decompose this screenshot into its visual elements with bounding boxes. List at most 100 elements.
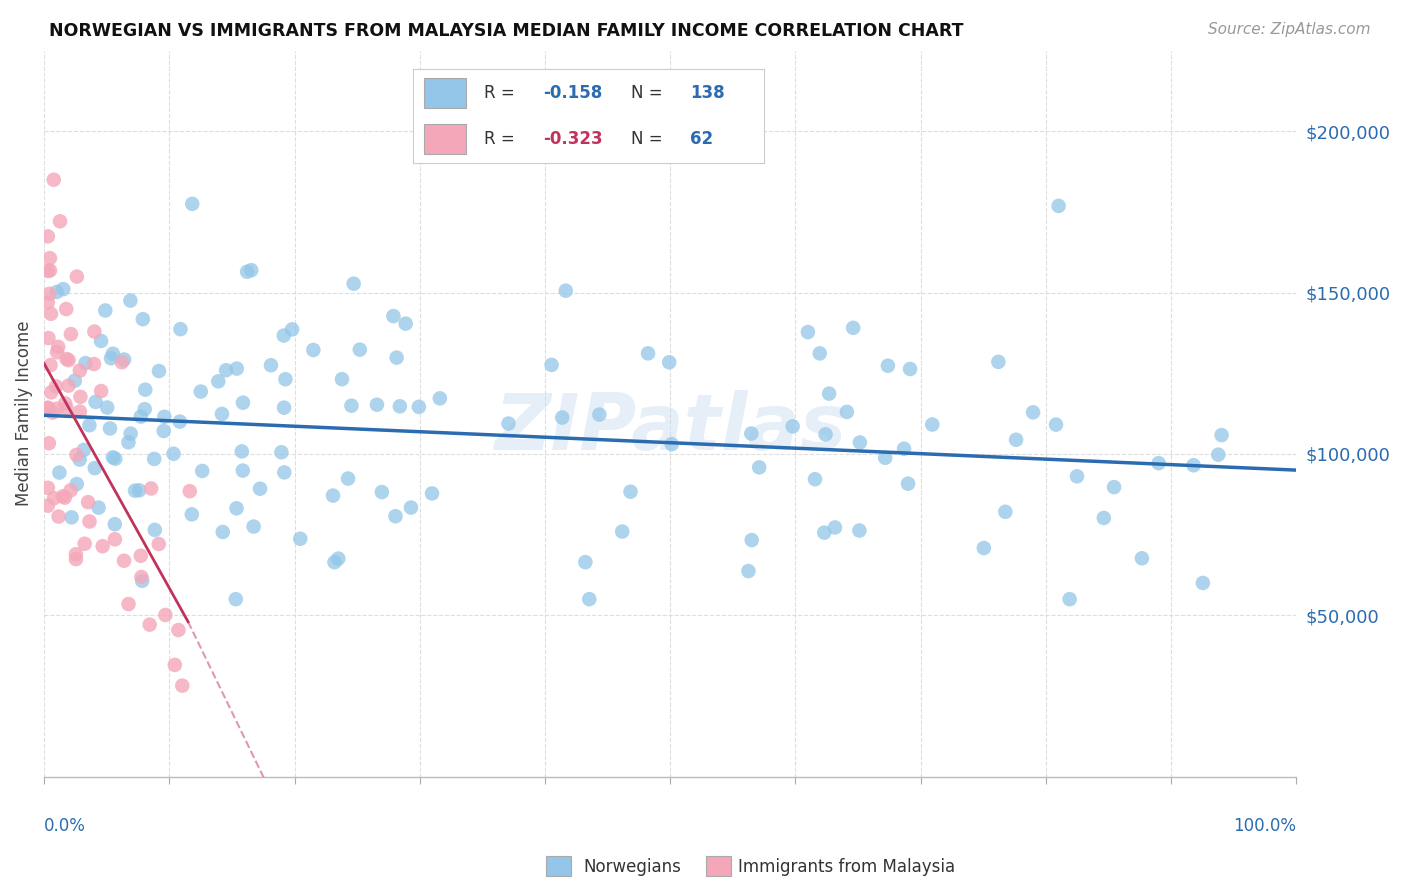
Point <box>58 378 80 392</box>
Point <box>875 450 897 465</box>
Point <box>395 317 418 331</box>
Point <box>79 418 101 433</box>
Point <box>399 500 422 515</box>
Point <box>73 537 96 551</box>
Point <box>38 286 60 301</box>
Point <box>1102 480 1125 494</box>
Point <box>824 520 846 534</box>
Point <box>42 491 65 506</box>
Point <box>1211 428 1233 442</box>
Point <box>384 509 406 524</box>
Point <box>540 358 562 372</box>
Point <box>207 374 229 388</box>
Point <box>134 402 156 417</box>
Point <box>328 551 350 566</box>
Point <box>330 372 353 386</box>
Point <box>382 309 405 323</box>
Point <box>554 284 576 298</box>
Point <box>37 401 59 415</box>
Point <box>973 541 995 555</box>
Point <box>211 524 233 539</box>
Point <box>420 486 443 500</box>
Point <box>148 364 170 378</box>
Point <box>236 265 259 279</box>
Point <box>1092 511 1115 525</box>
Point <box>1059 592 1081 607</box>
Point <box>45 379 67 393</box>
Point <box>551 410 574 425</box>
Point <box>91 539 114 553</box>
Point <box>619 484 641 499</box>
Point <box>37 481 59 495</box>
Point <box>77 495 100 509</box>
Point <box>100 351 122 366</box>
Point <box>349 343 371 357</box>
Point <box>273 401 295 415</box>
Point <box>83 461 105 475</box>
Point <box>143 451 166 466</box>
Point <box>658 355 681 369</box>
Point <box>65 552 87 566</box>
Point <box>169 322 191 336</box>
Point <box>273 466 295 480</box>
Point <box>737 564 759 578</box>
Point <box>38 436 60 450</box>
Point <box>578 592 600 607</box>
Point <box>53 396 76 410</box>
Point <box>75 356 97 370</box>
Point <box>281 322 304 336</box>
Point <box>180 508 202 522</box>
Point <box>612 524 634 539</box>
Point <box>1045 417 1067 432</box>
Bar <box>706 856 731 876</box>
Point <box>59 483 82 498</box>
Point <box>143 523 166 537</box>
Point <box>132 312 155 326</box>
Point <box>804 472 827 486</box>
Point <box>498 417 520 431</box>
Point <box>45 285 67 299</box>
Point <box>48 466 70 480</box>
Point <box>181 197 204 211</box>
Point <box>46 340 69 354</box>
Point <box>290 532 312 546</box>
Point <box>588 408 610 422</box>
Point <box>921 417 943 432</box>
Point <box>55 301 77 316</box>
Point <box>73 442 96 457</box>
Point <box>117 597 139 611</box>
Point <box>37 331 59 345</box>
Point <box>249 482 271 496</box>
Point <box>797 325 820 339</box>
Point <box>120 426 142 441</box>
Point <box>37 264 59 278</box>
Point <box>385 351 408 365</box>
Point <box>637 346 659 360</box>
Point <box>818 386 841 401</box>
Point <box>240 263 263 277</box>
Point <box>104 517 127 532</box>
Bar <box>546 856 571 876</box>
Text: NORWEGIAN VS IMMIGRANTS FROM MALAYSIA MEDIAN FAMILY INCOME CORRELATION CHART: NORWEGIAN VS IMMIGRANTS FROM MALAYSIA ME… <box>49 22 963 40</box>
Point <box>741 533 763 547</box>
Point <box>111 355 134 369</box>
Point <box>232 464 254 478</box>
Point <box>104 451 127 466</box>
Point <box>340 399 363 413</box>
Point <box>39 307 62 321</box>
Point <box>83 357 105 371</box>
Point <box>153 409 176 424</box>
Point <box>131 570 153 584</box>
Point <box>191 464 214 478</box>
Point <box>101 450 124 465</box>
Point <box>274 372 297 386</box>
Point <box>148 537 170 551</box>
Point <box>225 592 247 607</box>
Point <box>408 400 430 414</box>
Point <box>232 395 254 409</box>
Point <box>994 505 1017 519</box>
Point <box>139 482 162 496</box>
Text: Norwegians: Norwegians <box>583 858 682 876</box>
Point <box>848 524 870 538</box>
Point <box>87 500 110 515</box>
